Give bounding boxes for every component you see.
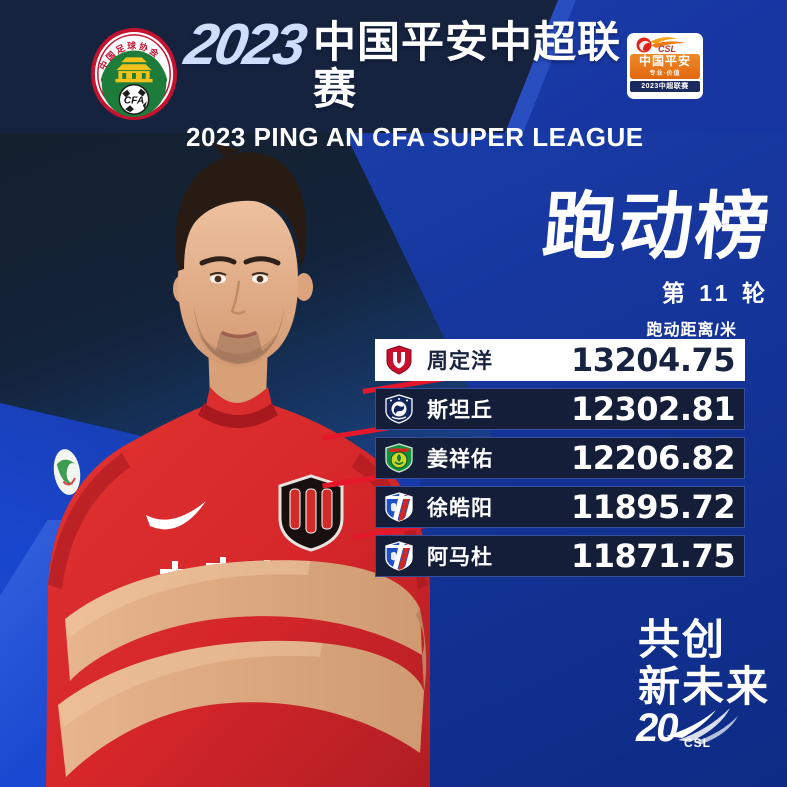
sponsor-tagline: 专业·价值 bbox=[649, 71, 681, 77]
slogan-line-2: 新未来 bbox=[638, 663, 771, 711]
player-name: 阿马杜 bbox=[427, 546, 493, 569]
tiananmen-icon bbox=[115, 57, 153, 83]
anniversary-swoosh-icon bbox=[666, 708, 738, 744]
anniversary-label: CSL bbox=[684, 736, 711, 750]
player-photo bbox=[46, 143, 430, 787]
header-title-block: 2023 中国平安中超联赛 2023 PING AN CFA SUPER LEA… bbox=[180, 12, 644, 153]
shanghai-shenhua-badge-icon bbox=[384, 492, 414, 522]
player-name: 斯坦丘 bbox=[427, 399, 493, 422]
csl-sponsor-badge: CSL 中国平安 专业·价值 2023中超联赛 bbox=[627, 33, 703, 99]
table-row-3: 姜祥佑 12206.82 bbox=[375, 437, 745, 479]
beijing-guoan-badge-icon bbox=[384, 443, 414, 473]
league-subtitle-en: 2023 PING AN CFA SUPER LEAGUE bbox=[186, 121, 644, 152]
table-row-2: 斯坦丘 12302.81 bbox=[375, 388, 745, 430]
player-name: 徐皓阳 bbox=[427, 497, 493, 520]
cfa-logo: 中国足球协会 CFA bbox=[90, 26, 178, 128]
jersey-crest-icon bbox=[278, 474, 344, 552]
player-head bbox=[173, 143, 313, 367]
wuhan-three-towns-badge-icon bbox=[384, 394, 414, 424]
csl-20th-anniversary-logo: 20 CSL bbox=[636, 706, 738, 750]
year-script: 2023 bbox=[180, 12, 309, 77]
sponsor-box: 中国平安 专业·价值 bbox=[630, 54, 700, 79]
slogan-text: 共创 新未来 bbox=[638, 616, 770, 710]
csl-logo-text: CSL bbox=[658, 44, 676, 54]
nike-swoosh-icon bbox=[146, 501, 206, 530]
sleeve-patch-icon bbox=[53, 449, 81, 495]
distance-value: 11895.72 bbox=[570, 488, 736, 526]
slogan-line-1: 共创 bbox=[638, 616, 727, 663]
table-row-1: 周定洋 13204.75 bbox=[375, 339, 745, 381]
distance-value: 12206.82 bbox=[570, 439, 736, 477]
distance-value: 12302.81 bbox=[570, 390, 736, 428]
shanghai-shenhua-badge-icon bbox=[384, 541, 414, 571]
cfa-logo-icon: 中国足球协会 CFA bbox=[90, 28, 178, 120]
player-name: 姜祥佑 bbox=[427, 448, 493, 471]
leaderboard-round: 第 11 轮 bbox=[661, 280, 769, 306]
table-row-5: 阿马杜 11871.75 bbox=[375, 535, 745, 577]
football-icon: CFA bbox=[118, 84, 150, 115]
distance-column-header: 跑动距离/米 bbox=[646, 322, 737, 339]
chengdu-rongcheng-badge-icon bbox=[384, 345, 414, 375]
table-row-4: 徐皓阳 11895.72 bbox=[375, 486, 745, 528]
player-name: 周定洋 bbox=[427, 350, 493, 373]
csl-flame-icon: CSL bbox=[636, 37, 686, 54]
league-title-cn: 中国平安中超联赛 bbox=[313, 19, 622, 115]
running-leaderboard-table: 周定洋 13204.75 斯坦丘 12302.81 bbox=[375, 339, 745, 584]
leaderboard-title: 跑动榜 bbox=[539, 185, 775, 268]
anniversary-number: 20 bbox=[636, 706, 678, 750]
sponsor-name: 中国平安 bbox=[638, 54, 691, 68]
distance-value: 13204.75 bbox=[570, 341, 736, 379]
cfa-monogram: CFA bbox=[124, 95, 145, 106]
distance-value: 11871.75 bbox=[570, 537, 736, 575]
sponsor-league-line: 2023中超联赛 bbox=[630, 81, 700, 92]
